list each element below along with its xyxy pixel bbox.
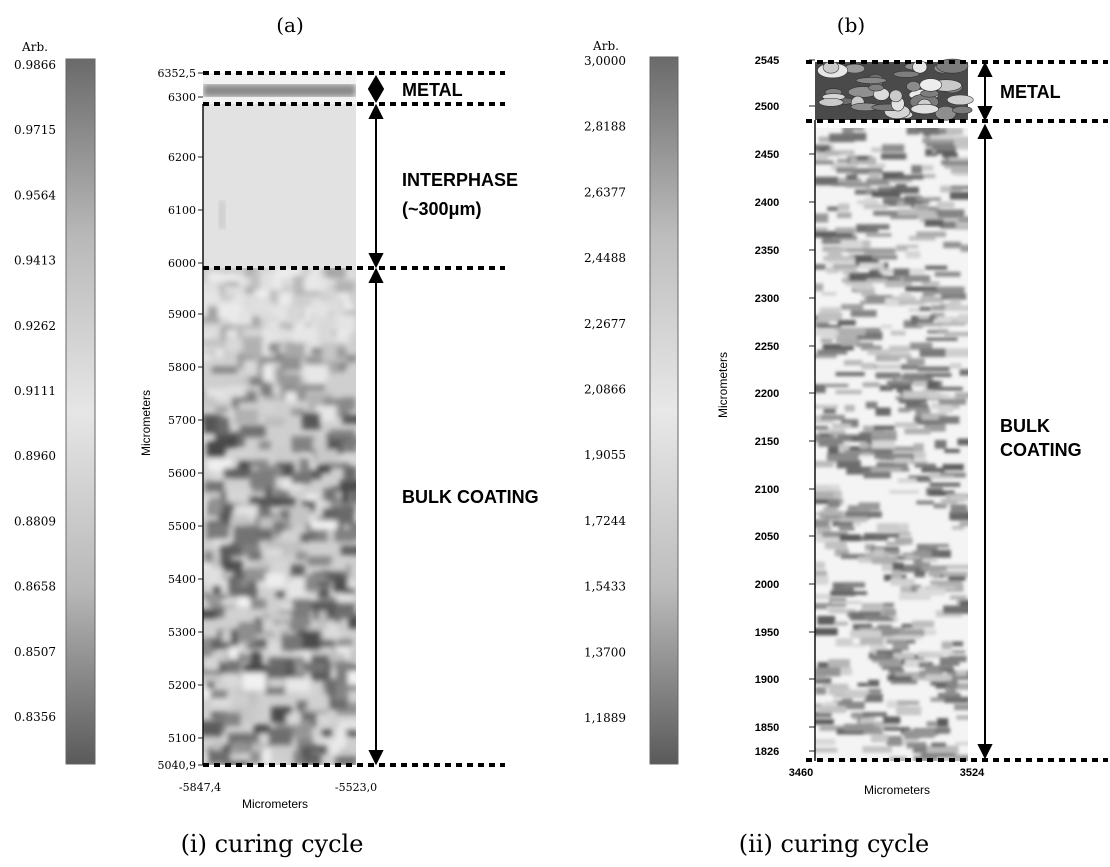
y-axis-b-title: Micrometers [716,352,730,418]
y-axis-a-tick: 5040,9 [158,759,197,772]
x-axis-a: -5847,4 -5523,0 Micrometers [179,781,377,811]
y-axis-a-title: Micrometers [139,390,153,456]
y-axis-b-tick: 2545 [755,55,779,67]
x-axis-b-title: Micrometers [864,783,930,797]
bulk-coating-label-a: BULK COATING [402,487,539,507]
y-axis-a-tick: 5800 [168,361,196,374]
colorbar-a-unit: Arb. [21,40,48,54]
metal-label-b: METAL [1000,82,1061,102]
colorbar-b-tick: 1,5433 [584,580,626,594]
interphase-label: INTERPHASE [402,170,518,190]
bulk-label-b: BULK [1000,416,1050,436]
colorbar-b-tick: 2,8188 [584,120,626,134]
y-axis-a-tick: 6352,5 [158,67,197,80]
y-axis-b-tick: 2000 [755,579,779,591]
y-axis-a-tick: 5200 [168,679,196,692]
y-axis-a-tick: 6300 [168,91,196,104]
x-axis-a-tick-right: -5523,0 [335,781,377,794]
y-axis-b-tick: 1950 [755,627,779,639]
colorbar-a-tick: 0.8658 [14,580,56,594]
colorbar-b-tick: 1,9055 [584,448,626,462]
x-axis-a-tick-left: -5847,4 [179,781,221,794]
caption-b: (ii) curing cycle [739,830,930,858]
y-axis-a-tick: 5900 [168,308,196,321]
map-b [814,58,974,761]
metal-label-a: METAL [402,80,463,100]
colorbar-b-tick: 3,0000 [584,54,626,68]
x-axis-a-title: Micrometers [242,797,308,811]
y-axis-a-tick: 5400 [168,573,196,586]
colorbar-a-tick: 0.9866 [14,58,56,72]
y-axis-a-tick: 6100 [168,204,196,217]
y-axis-a-tick: 5600 [168,467,196,480]
colorbar-b: Arb. 3,0000 2,8188 2,6377 2,4488 2,2677 2,086… [584,39,679,765]
y-axis-b: Micrometers 2545 2500 2450 2400 2350 2300 2250… [716,55,815,758]
y-axis-b-tick: 2250 [755,341,779,353]
interphase-thickness-label: (~300μm) [402,199,482,219]
metal-diamond-a [367,75,385,103]
map-a [202,73,356,765]
caption-a: (i) curing cycle [181,830,364,858]
colorbar-b-tick: 2,2677 [584,317,626,331]
y-axis-a-tick: 5100 [168,732,196,745]
x-axis-b-tick-right: 3524 [960,767,985,779]
y-axis-b-tick: 2500 [755,101,779,113]
y-axis-b-tick: 2100 [755,484,779,496]
y-axis-a-tick: 5500 [168,520,196,533]
y-axis-b-tick: 1826 [755,746,779,758]
y-axis-b-tick: 2200 [755,388,779,400]
colorbar-b-bar [649,56,679,765]
colorbar-b-unit: Arb. [592,39,619,53]
colorbar-a-tick: 0.8507 [14,645,56,659]
colorbar-a-tick: 0.8960 [14,449,56,463]
colorbar-b-tick: 1,3700 [584,645,626,659]
colorbar-a-tick: 0.8809 [14,514,56,528]
y-axis-a-tick: 5300 [168,626,196,639]
y-axis-b-tick: 2350 [755,245,779,257]
panel-b-label: (b) [837,13,865,37]
panel-a-label: (a) [276,13,304,37]
colorbar-b-tick: 2,4488 [584,251,626,265]
y-axis-a-tick: 5700 [168,414,196,427]
arrows-a [367,75,385,766]
colorbar-b-tick: 2,0866 [584,383,626,397]
y-axis-a-tick: 6000 [168,257,196,270]
colorbar-a-tick: 0.8356 [14,710,56,724]
y-axis-b-tick: 2150 [755,436,779,448]
y-axis-b-tick: 2450 [755,149,779,161]
colorbar-a-bar [65,58,96,765]
colorbar-a-tick: 0.9111 [14,384,56,398]
y-axis-a: Micrometers 6352,5 6300 6200 6100 6000 5900 58… [139,67,203,772]
map-a-interphase-region [203,104,356,268]
arrows-b [977,61,993,760]
colorbar-a-tick: 0.9715 [14,123,56,137]
coating-label-b: COATING [1000,440,1082,460]
colorbar-b-tick: 2,6377 [584,185,626,199]
y-axis-a-tick: 6200 [168,151,196,164]
colorbar-b-tick: 1,7244 [584,514,626,528]
y-axis-b-tick: 2050 [755,531,779,543]
y-axis-b-tick: 1850 [755,722,779,734]
colorbar-b-tick: 1,1889 [584,711,626,725]
colorbar-a-tick: 0.9564 [14,188,56,202]
x-axis-b-tick-left: 3460 [789,767,813,779]
y-axis-b-tick: 1900 [755,674,779,686]
colorbar-a-tick: 0.9262 [14,319,56,333]
x-axis-b: 3460 3524 Micrometers [789,767,985,797]
colorbar-a: Arb. 0.9866 0.9715 0.9564 0.9413 0.9262 0.911… [14,40,96,765]
colorbar-a-tick: 0.9413 [14,254,56,268]
y-axis-b-tick: 2400 [755,197,779,209]
y-axis-b-tick: 2300 [755,293,779,305]
